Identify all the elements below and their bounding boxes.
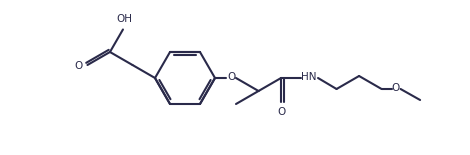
Text: O: O xyxy=(277,107,285,117)
Text: O: O xyxy=(392,83,400,93)
Text: O: O xyxy=(74,61,82,71)
Text: HN: HN xyxy=(301,72,317,82)
Text: O: O xyxy=(227,72,235,82)
Text: OH: OH xyxy=(116,14,132,24)
